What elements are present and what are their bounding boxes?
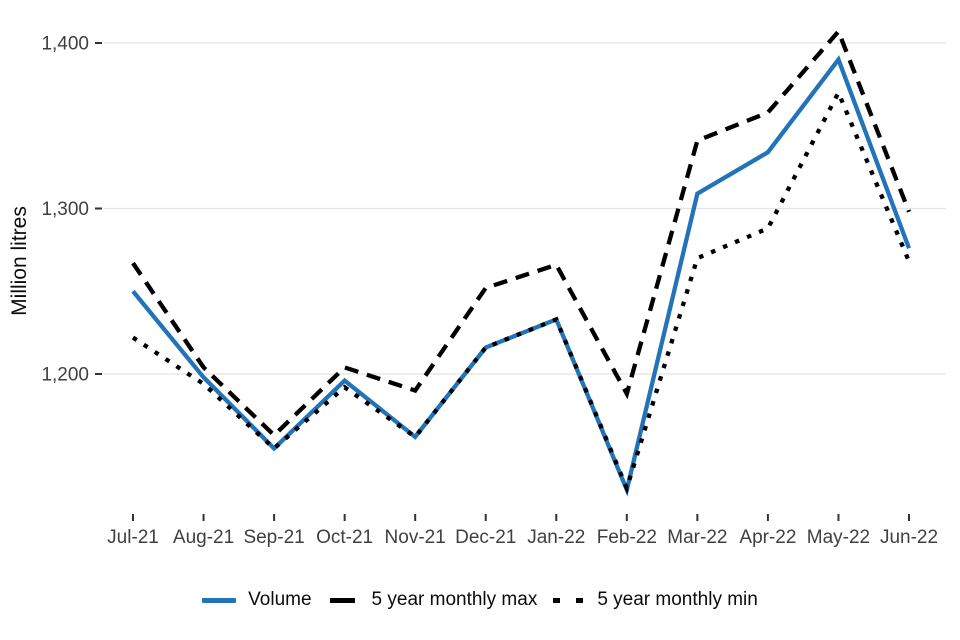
legend-item-min: 5 year monthly min: [551, 589, 758, 611]
legend-label-volume: Volume: [248, 589, 312, 610]
svg-text:Sep-21: Sep-21: [243, 527, 304, 548]
svg-text:Aug-21: Aug-21: [173, 527, 234, 548]
svg-text:1,300: 1,300: [41, 199, 89, 220]
chart-legend: Volume 5 year monthly max 5 year monthly…: [0, 583, 960, 617]
volume-line-swatch: [202, 596, 237, 604]
svg-text:Jun-22: Jun-22: [880, 527, 938, 548]
svg-text:1,200: 1,200: [41, 365, 89, 386]
legend-item-max: 5 year monthly max: [326, 589, 538, 611]
svg-text:May-22: May-22: [807, 527, 870, 548]
svg-text:Nov-21: Nov-21: [385, 527, 446, 548]
y-axis-title: Million litres: [8, 206, 31, 316]
svg-text:Jul-21: Jul-21: [107, 527, 159, 548]
svg-text:Feb-22: Feb-22: [597, 527, 657, 548]
svg-text:Apr-22: Apr-22: [739, 527, 796, 548]
legend-label-max: 5 year monthly max: [371, 589, 538, 610]
max-line-swatch: [326, 596, 360, 604]
svg-text:Jan-22: Jan-22: [527, 527, 585, 548]
legend-label-min: 5 year monthly min: [597, 589, 758, 610]
svg-text:1,400: 1,400: [41, 34, 89, 55]
svg-text:Dec-21: Dec-21: [455, 527, 516, 548]
min-line-swatch: [551, 596, 585, 604]
svg-text:Oct-21: Oct-21: [316, 527, 373, 548]
svg-text:Mar-22: Mar-22: [667, 527, 727, 548]
legend-item-volume: Volume: [202, 589, 312, 611]
